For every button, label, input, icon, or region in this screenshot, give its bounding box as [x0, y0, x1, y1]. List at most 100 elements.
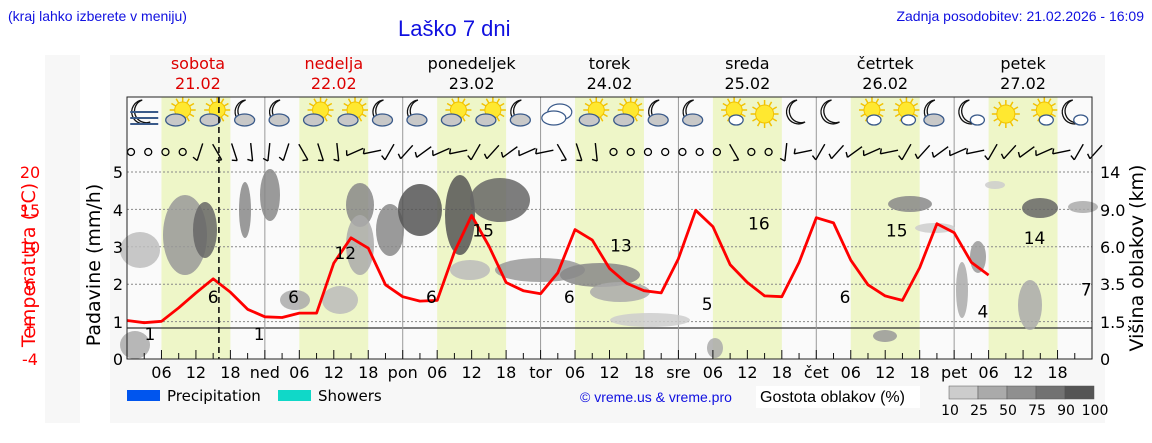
wind-barb-icon: [811, 143, 826, 161]
temp-extreme-label: 13: [610, 237, 632, 257]
wind-barb-icon: [1017, 146, 1035, 158]
wind-barb-icon: [931, 146, 949, 158]
hour-tick-label: 12: [1013, 363, 1033, 382]
wind-calm-icon: [643, 147, 653, 157]
day-date: 25.02: [724, 74, 770, 93]
day-name: torek: [589, 54, 631, 73]
day-name: nedelja: [304, 54, 363, 73]
wind-barb-icon: [298, 143, 309, 162]
temp-tick: 1: [25, 313, 35, 332]
wind-barb-icon: [448, 148, 468, 155]
wind-barb-icon: [192, 143, 204, 162]
moon-cloud-icon: [371, 99, 394, 127]
wind-barb-icon: [500, 146, 518, 158]
wind-barb-icon: [333, 142, 340, 162]
temp-tick: 10: [20, 238, 40, 257]
cloud-density-area: [470, 178, 530, 222]
sun-cloud-icon: [475, 97, 506, 127]
cloud-density-area: [873, 330, 897, 342]
cloud-density-step: 25: [970, 403, 988, 419]
temp-tick: 20: [20, 163, 40, 182]
day-name: ponedeljek: [428, 54, 517, 73]
cloud-density-swatch: [1006, 385, 1037, 400]
cloud-density-label: Gostota oblakov (%): [760, 389, 905, 406]
sun-icon: [991, 100, 1020, 128]
hour-tick-label: 06: [289, 363, 309, 382]
hour-tick-label: 06: [841, 363, 861, 382]
precip-axis-label: Padavine (mm/h): [83, 184, 105, 347]
cloud-density-step: 10: [941, 403, 959, 419]
hour-tick-label: 06: [565, 363, 585, 382]
wind-barb-icon: [793, 148, 813, 155]
temp-extreme-label: 16: [748, 214, 770, 234]
cloud-height-axis-label: Višina oblakov (km): [1126, 165, 1148, 352]
temp-extreme-label: 5: [702, 295, 713, 315]
cloud-density-area: [610, 313, 690, 327]
cloud-density-area: [956, 262, 968, 318]
temp-axis-label: Temperatura (°C): [18, 183, 40, 348]
wind-barb-icon: [556, 143, 567, 162]
wind-calm-icon: [609, 147, 618, 157]
temp-extreme-label: 6: [288, 288, 299, 308]
wind-barb-icon: [591, 142, 598, 162]
sun-small-cloud-icon: [1031, 97, 1058, 126]
cloud-density-step: 75: [1028, 403, 1046, 419]
wind-barb-icon: [965, 148, 985, 155]
precipitation-legend-swatch: [127, 390, 160, 401]
cloud-height-tick: 9.0: [1100, 201, 1125, 220]
precip-tick: 2: [113, 275, 123, 294]
credit-link[interactable]: © vreme.us & vreme.pro: [580, 389, 732, 405]
cloud-density-swatch: [1064, 385, 1095, 400]
cloud-height-tick: 6.0: [1100, 238, 1125, 257]
cloud-height-tick: 1.5: [1100, 313, 1125, 332]
day-date: 26.02: [862, 74, 908, 93]
wind-calm-icon: [661, 147, 670, 157]
moon-cloud-icon: [268, 99, 290, 127]
day-short-label: ned: [250, 363, 280, 382]
wind-barb-icon: [397, 144, 414, 160]
temp-extreme-label: 14: [1024, 229, 1046, 249]
moon-icon: [785, 99, 806, 125]
sun-cloud-icon: [613, 97, 644, 127]
cloudy-icon: [541, 103, 573, 126]
precip-tick: 3: [113, 238, 123, 257]
hour-tick-label: 18: [909, 363, 929, 382]
temp-extreme-label: 7: [1081, 280, 1092, 300]
wind-calm-icon: [712, 147, 722, 157]
day-date: 24.02: [587, 74, 633, 93]
day-date: 21.02: [175, 74, 221, 93]
cloud-density-area: [120, 232, 160, 268]
moon-cloud-icon: [682, 99, 704, 127]
wind-barb-icon: [862, 147, 881, 157]
wind-calm-icon: [626, 147, 635, 157]
temp-tick: 15: [20, 201, 40, 220]
sun-cloud-icon: [302, 97, 334, 127]
cloud-density-area: [450, 260, 490, 280]
showers-legend-swatch: [278, 390, 311, 401]
wind-barb-icon: [345, 147, 364, 157]
cloud-density-area: [346, 215, 374, 275]
wind-barb-icon: [914, 144, 931, 160]
sun-cloud-icon: [337, 97, 369, 127]
cloud-density-area: [1018, 280, 1042, 330]
temp-extreme-label: 1: [254, 325, 265, 345]
moon-cloud-icon: [647, 99, 669, 127]
wind-barb-icon: [779, 142, 788, 162]
sun-cloud-icon: [440, 97, 472, 127]
wind-barb-icon: [278, 143, 290, 162]
day-name: sobota: [171, 54, 225, 73]
hour-tick-label: 06: [978, 363, 998, 382]
cloud-density-area: [239, 182, 251, 238]
cloud-density-area: [1068, 201, 1098, 213]
page-title: Laško 7 dni: [398, 16, 511, 41]
cloud-density-area: [260, 169, 280, 221]
cloud-density-area: [346, 183, 374, 227]
sun-small-cloud-icon: [858, 97, 885, 126]
wind-barb-icon: [535, 148, 554, 155]
hour-tick-label: 18: [1047, 363, 1067, 382]
wind-barb-icon: [984, 143, 998, 161]
hour-tick-label: 18: [496, 363, 516, 382]
wind-barb-icon: [381, 143, 395, 161]
day-name: petek: [1000, 54, 1046, 73]
